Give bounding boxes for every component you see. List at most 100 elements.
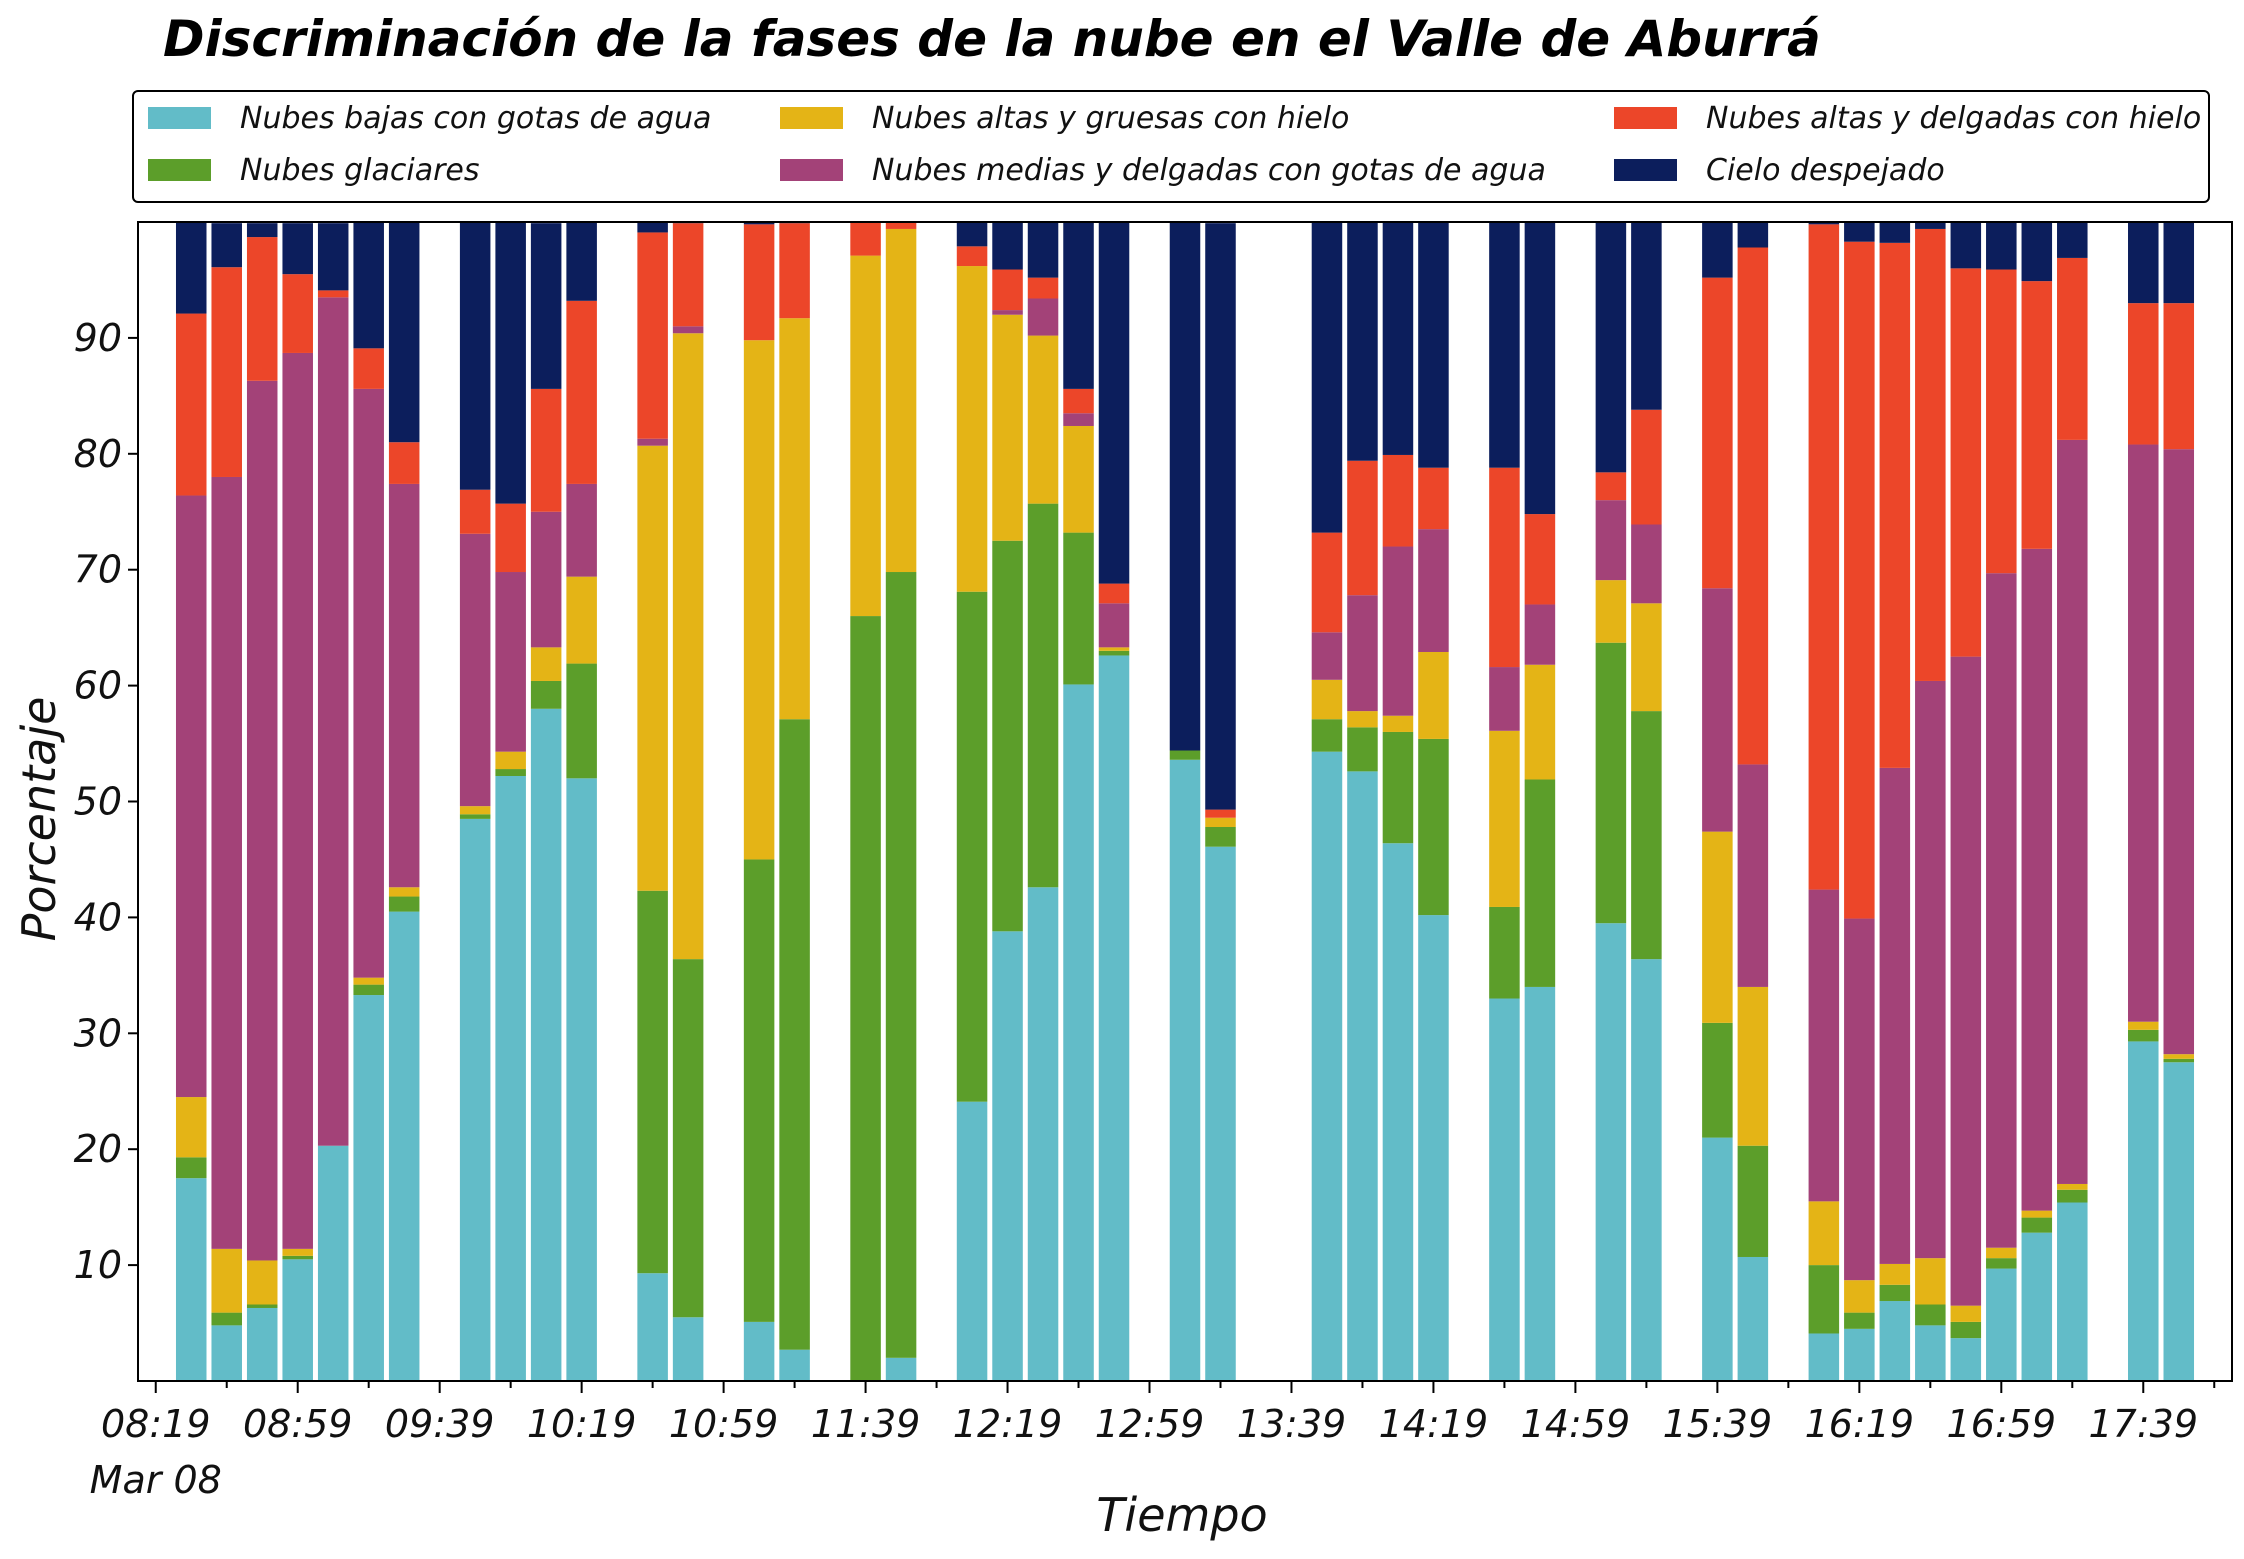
bar-segment bbox=[459, 222, 491, 490]
bar-segment bbox=[1027, 887, 1059, 1381]
bar-segment bbox=[211, 267, 242, 477]
bar-segment bbox=[885, 572, 917, 1358]
legend-swatch bbox=[148, 159, 211, 181]
x-tick-label: 11:39 bbox=[811, 1402, 921, 1446]
bar-segment bbox=[1737, 247, 1769, 765]
bar-segment bbox=[246, 380, 278, 1261]
bar-segment bbox=[1311, 751, 1343, 1381]
bar-segment bbox=[282, 352, 313, 1249]
bar-segment bbox=[2163, 303, 2195, 450]
bar-segment bbox=[1382, 843, 1414, 1381]
x-tick-label: 12:59 bbox=[1095, 1402, 1205, 1446]
bar-segment bbox=[353, 995, 384, 1381]
legend-swatch bbox=[780, 159, 843, 181]
bar-segment bbox=[1702, 1137, 1733, 1381]
bar-segment bbox=[1986, 573, 2017, 1248]
bar-segment bbox=[743, 1321, 775, 1381]
bar-segment bbox=[1950, 222, 1982, 269]
y-tick-label: 50 bbox=[74, 780, 122, 824]
bar-segment bbox=[1844, 1312, 1875, 1329]
bar-segment bbox=[1524, 222, 1556, 515]
bar-segment bbox=[495, 776, 526, 1381]
bar-segment bbox=[1950, 1338, 1982, 1381]
bar-segment bbox=[637, 1273, 668, 1381]
bar-segment bbox=[459, 806, 491, 815]
bar-segment bbox=[1915, 228, 1946, 681]
bar-segment bbox=[1595, 923, 1627, 1381]
x-tick-label: 14:59 bbox=[1521, 1402, 1631, 1446]
bar-segment bbox=[2128, 1021, 2159, 1030]
bar-segment bbox=[1418, 651, 1449, 739]
bar-segment bbox=[637, 438, 668, 446]
bar-segment bbox=[1808, 224, 1840, 890]
y-tick-label: 30 bbox=[74, 1011, 122, 1055]
bar-segment bbox=[1879, 767, 1911, 1264]
bar-segment bbox=[2057, 1183, 2088, 1190]
bar-segment bbox=[1347, 711, 1378, 728]
chart-title: Discriminación de la fases de la nube en… bbox=[163, 10, 1821, 68]
bar-segment bbox=[1595, 472, 1627, 501]
x-tick-label: 12:19 bbox=[953, 1402, 1063, 1446]
x-tick-label: 08:59 bbox=[243, 1402, 353, 1446]
bar-segment bbox=[1169, 750, 1201, 760]
bar-segment bbox=[1702, 588, 1733, 832]
bar-segment bbox=[1915, 680, 1946, 1259]
bar-segment bbox=[530, 511, 562, 648]
bar-segment bbox=[672, 223, 704, 327]
bar-segment bbox=[1098, 222, 1130, 584]
bar-segment bbox=[1702, 831, 1733, 1023]
bar-segment bbox=[1844, 918, 1875, 1281]
bar-segment bbox=[1489, 998, 1520, 1381]
bar-stacks bbox=[175, 222, 2195, 1381]
legend-swatch bbox=[780, 107, 843, 129]
bar-segment bbox=[353, 222, 384, 349]
bar-segment bbox=[459, 533, 491, 807]
legend-label: Nubes bajas con gotas de agua bbox=[240, 101, 711, 136]
bar-segment bbox=[1382, 222, 1414, 455]
bar-segment bbox=[495, 572, 526, 752]
bar-segment bbox=[992, 222, 1023, 270]
bar-segment bbox=[2021, 1217, 2053, 1233]
bar-segment bbox=[317, 1145, 349, 1381]
bar-segment bbox=[850, 616, 881, 1381]
bar-segment bbox=[992, 269, 1023, 311]
bar-segment bbox=[2128, 1041, 2159, 1381]
bar-segment bbox=[1205, 826, 1236, 847]
bar-segment bbox=[1844, 241, 1875, 919]
bar-segment bbox=[743, 222, 775, 225]
bar-segment bbox=[850, 222, 881, 256]
bar-segment bbox=[1205, 817, 1236, 827]
bar-segment bbox=[1702, 277, 1733, 589]
x-tick-label: 17:39 bbox=[2089, 1402, 2199, 1446]
bar-segment bbox=[1986, 1268, 2017, 1381]
x-tick-label: 16:59 bbox=[1947, 1402, 2057, 1446]
bar-segment bbox=[246, 1304, 278, 1308]
bar-segment bbox=[1418, 738, 1449, 916]
bar-segment bbox=[2163, 1062, 2195, 1381]
bar-segment bbox=[956, 222, 988, 247]
legend-swatch bbox=[1614, 107, 1677, 129]
bar-segment bbox=[530, 708, 562, 1381]
bar-segment bbox=[1915, 1258, 1946, 1305]
bar-segment bbox=[956, 266, 988, 592]
x-tick-label: 08:19 bbox=[101, 1402, 211, 1446]
bar-segment bbox=[459, 818, 491, 1381]
bar-segment bbox=[246, 1307, 278, 1381]
bar-segment bbox=[779, 318, 810, 720]
bar-segment bbox=[353, 388, 384, 978]
bar-segment bbox=[211, 476, 242, 1249]
bar-segment bbox=[1169, 759, 1201, 1381]
y-tick-label: 70 bbox=[74, 548, 122, 592]
bar-segment bbox=[637, 890, 668, 1274]
bar-segment bbox=[1098, 647, 1130, 651]
bar-segment bbox=[1915, 222, 1946, 229]
bar-segment bbox=[1063, 425, 1094, 533]
bar-segment bbox=[1347, 595, 1378, 712]
bar-segment bbox=[1027, 503, 1059, 888]
bar-segment bbox=[1631, 409, 1662, 525]
bar-segment bbox=[1027, 335, 1059, 504]
bar-segment bbox=[317, 223, 349, 291]
bar-segment bbox=[2057, 439, 2088, 1184]
bar-segment bbox=[1382, 715, 1414, 732]
bar-segment bbox=[1808, 1201, 1840, 1266]
